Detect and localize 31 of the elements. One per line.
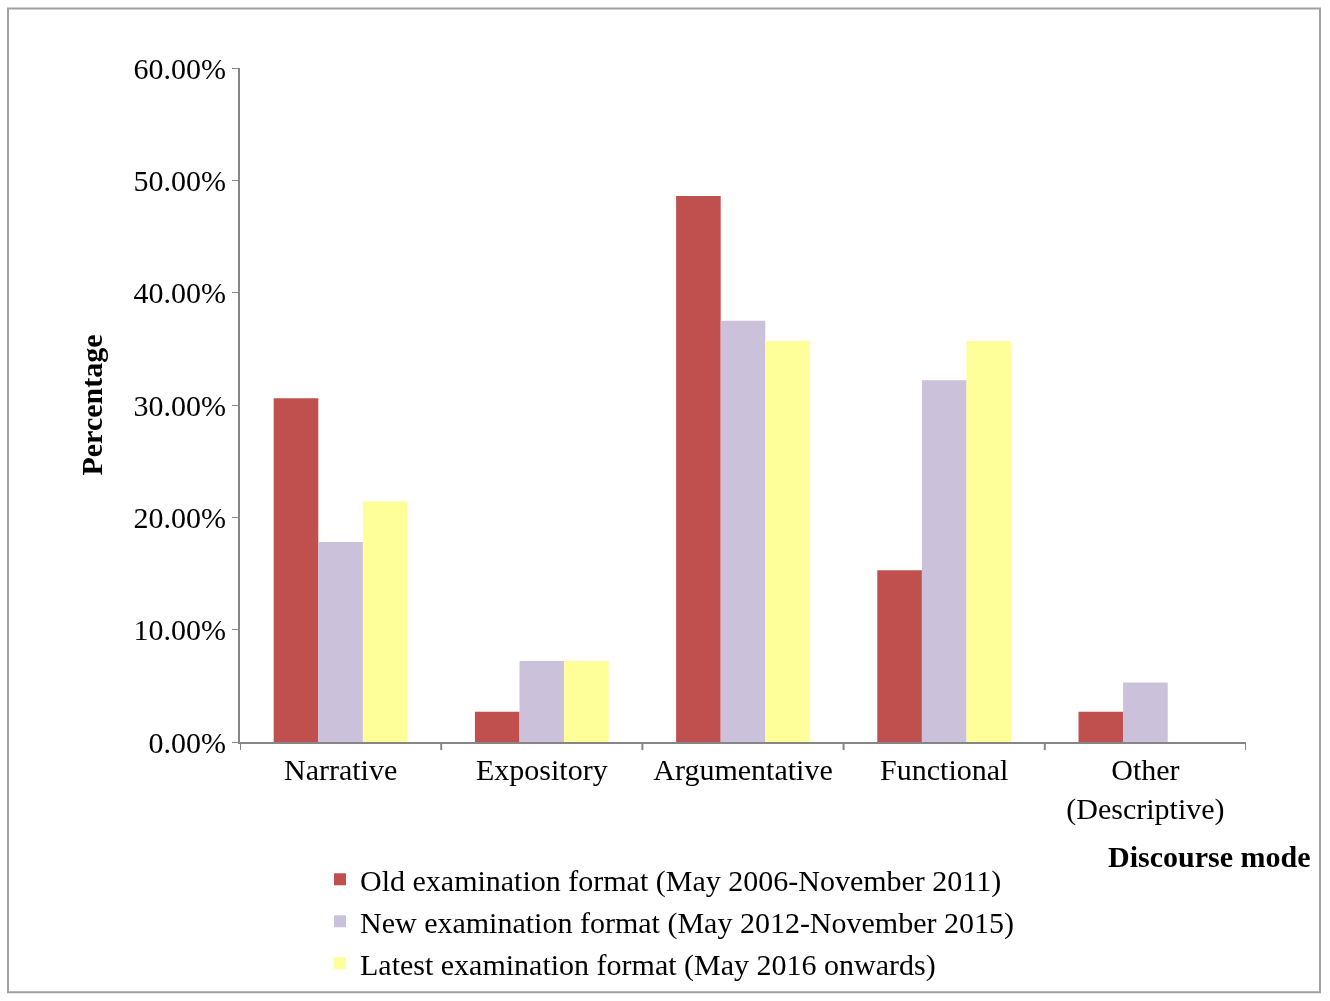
bar xyxy=(519,661,565,742)
y-tick-label: 60.00% xyxy=(133,51,226,85)
bar xyxy=(474,711,520,742)
y-tick-label: 30.00% xyxy=(133,388,226,422)
legend-label: Latest examination format (May 2016 onwards) xyxy=(360,947,936,982)
y-tick-label: 0.00% xyxy=(148,725,226,759)
legend-label: Old examination format (May 2006-November 2011) xyxy=(360,863,1002,898)
bar xyxy=(1123,682,1168,742)
y-tick-label: 10.00% xyxy=(133,613,226,647)
x-tick-label: Argumentative xyxy=(653,753,833,786)
bar xyxy=(921,380,967,742)
bar xyxy=(1078,711,1124,742)
bar xyxy=(877,570,922,742)
bar xyxy=(966,340,1012,742)
y-tick-label: 40.00% xyxy=(133,276,226,310)
bar xyxy=(273,398,319,742)
x-tick-label: Other (Descriptive) xyxy=(1066,753,1225,826)
bar xyxy=(676,196,721,742)
bar xyxy=(765,340,810,742)
bar xyxy=(362,501,408,742)
x-axis-title: Discourse mode xyxy=(1108,840,1311,873)
x-tick-label: Functional xyxy=(880,753,1009,786)
bar xyxy=(564,661,609,742)
x-tick-label: Narrative xyxy=(283,753,398,786)
y-axis-title: Percentage xyxy=(75,334,108,476)
x-tick-label: Expository xyxy=(475,753,608,786)
legend-label: New examination format (May 2012-November 2015) xyxy=(360,905,1014,940)
bar xyxy=(318,542,363,742)
y-tick-label: 50.00% xyxy=(133,163,226,197)
bar xyxy=(720,320,766,742)
y-tick-label: 20.00% xyxy=(133,500,226,534)
